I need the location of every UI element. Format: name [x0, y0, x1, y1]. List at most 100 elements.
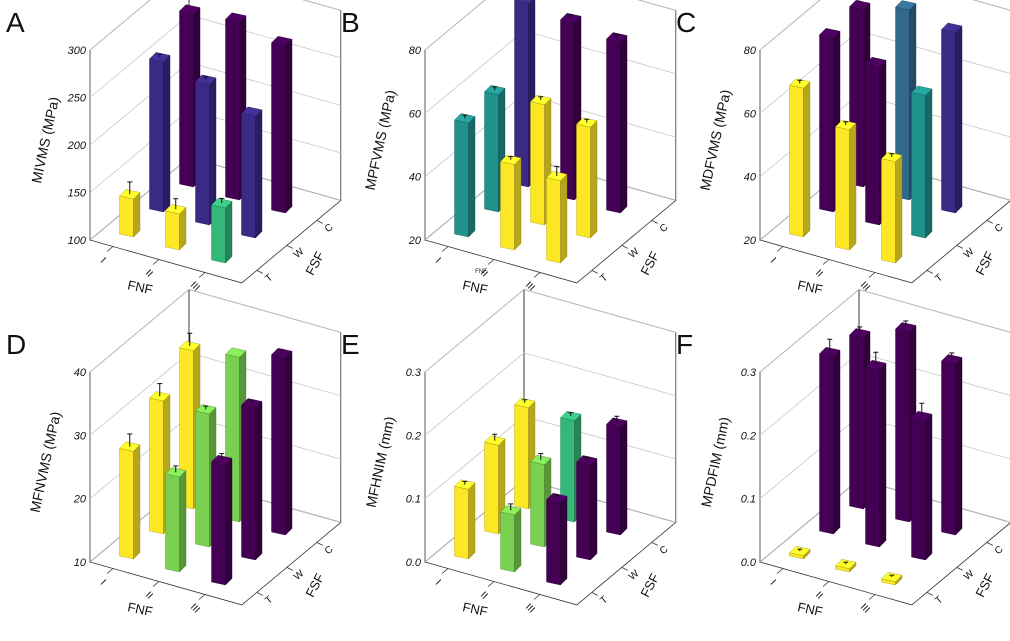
x-tick — [868, 272, 876, 278]
bar-front — [941, 360, 956, 536]
y-tick-label: 60 — [744, 108, 757, 120]
bar-top — [241, 106, 263, 117]
x-category-label: I — [98, 256, 108, 266]
y-tick-label: 20 — [743, 235, 757, 247]
z-tick — [926, 270, 933, 274]
bar — [454, 113, 476, 238]
bar-front — [865, 366, 880, 548]
z-category-label: W — [627, 246, 642, 261]
bar — [195, 74, 217, 226]
bar — [149, 383, 171, 535]
z-category-label: W — [627, 568, 642, 583]
bar-front — [911, 417, 926, 561]
z-category-label: T — [933, 272, 945, 284]
bar-side — [225, 200, 233, 264]
bar — [546, 165, 568, 264]
bar-front — [484, 91, 499, 213]
bar-front — [819, 353, 834, 535]
x-category-label: II — [813, 590, 825, 602]
bar-side — [925, 88, 933, 239]
bar — [149, 52, 171, 213]
bar-top — [881, 151, 903, 162]
panel-letter: D — [6, 329, 26, 360]
bar-top — [865, 359, 887, 370]
x-category-label: I — [768, 578, 778, 588]
bar — [606, 32, 628, 214]
bar-side — [590, 120, 598, 239]
x-category-label: III — [188, 602, 202, 616]
z-category-label: T — [933, 594, 945, 606]
x-tick — [487, 259, 495, 265]
bar-front — [225, 19, 240, 201]
x-category-label: I — [98, 578, 108, 588]
bar-front — [454, 486, 469, 560]
bar — [881, 572, 903, 586]
bar-front — [849, 334, 864, 510]
bar — [514, 397, 536, 510]
bar — [514, 0, 536, 188]
z-axis-label: FSF — [972, 571, 997, 600]
z-category-label: C — [993, 544, 1006, 557]
bar-side — [620, 420, 628, 536]
bar-front — [546, 499, 561, 586]
z-tick — [316, 220, 323, 224]
bar-front — [271, 42, 286, 214]
x-axis-label: FNF — [461, 599, 489, 619]
z-tick — [956, 567, 963, 571]
bar-top — [546, 492, 568, 503]
bar-side — [514, 508, 522, 573]
z-category-label: W — [292, 568, 307, 583]
bar-top — [530, 94, 552, 105]
x-tick — [533, 272, 541, 278]
bar-side — [895, 154, 903, 264]
z-tick — [591, 270, 598, 274]
bar-front — [835, 126, 850, 251]
z-tick — [621, 567, 628, 571]
bar — [576, 117, 598, 239]
bar — [241, 398, 263, 561]
y-tick-label: 150 — [68, 188, 87, 200]
bar — [606, 415, 628, 536]
bar-side — [255, 401, 263, 561]
bar-side — [955, 25, 963, 214]
bar-front — [606, 424, 621, 536]
y-tick-label: 0.0 — [406, 557, 422, 569]
bar-front — [165, 473, 180, 573]
bar-side — [133, 192, 141, 238]
x-tick — [441, 246, 449, 252]
bar-top — [225, 347, 247, 358]
bar-top — [179, 340, 201, 351]
z-tick — [651, 542, 658, 546]
bar — [941, 22, 963, 214]
bar-front — [149, 58, 164, 213]
bar-side — [255, 109, 263, 239]
x-tick — [198, 272, 206, 278]
x-category-label: II — [143, 590, 155, 602]
bar — [865, 56, 887, 226]
bar-front — [576, 461, 591, 561]
z-category-label: W — [292, 246, 307, 261]
bar-front — [895, 328, 910, 523]
y-tick-label: 20 — [408, 235, 422, 247]
y-tick-label: 0.0 — [741, 557, 757, 569]
z-category-label: T — [598, 272, 610, 284]
bar-front — [119, 195, 134, 238]
bar-front — [789, 84, 804, 238]
small-note-label: FNF — [475, 269, 487, 275]
z-category-label: W — [962, 568, 977, 583]
x-category-label: II — [143, 268, 155, 280]
z-category-label: C — [658, 544, 671, 557]
bar-front — [271, 354, 286, 536]
y-tick-label: 80 — [744, 45, 757, 57]
y-tick-label: 0.1 — [741, 494, 756, 506]
y-tick-label: 0.2 — [406, 430, 421, 442]
bar-front — [211, 204, 226, 264]
x-axis-label: FNF — [126, 599, 154, 619]
bar — [835, 559, 857, 573]
y-axis-label: MFNVMS (MPa) — [27, 410, 64, 514]
x-tick — [822, 259, 830, 265]
